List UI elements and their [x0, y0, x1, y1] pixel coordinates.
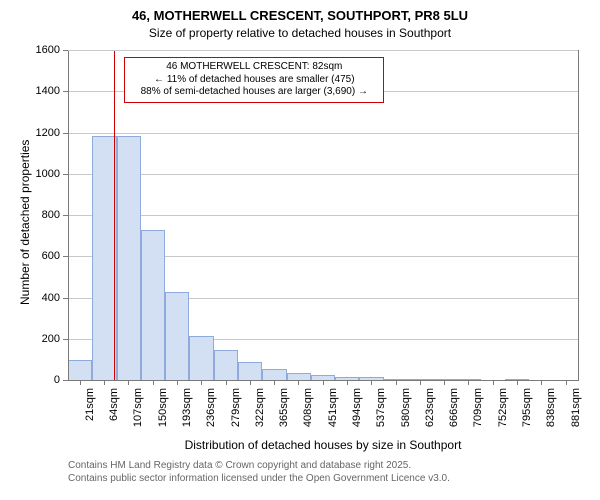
y-tick-mark [63, 256, 68, 257]
x-tick-label: 666sqm [448, 388, 460, 427]
x-tick-mark [128, 380, 129, 385]
x-tick-label: 795sqm [521, 388, 533, 427]
plot-area: 46 MOTHERWELL CRESCENT: 82sqm ← 11% of d… [68, 50, 579, 381]
annotation-box: 46 MOTHERWELL CRESCENT: 82sqm ← 11% of d… [124, 57, 384, 103]
x-tick-mark [177, 380, 178, 385]
y-tick-label: 1200 [36, 127, 60, 139]
y-tick-mark [63, 339, 68, 340]
x-tick-label: 365sqm [278, 388, 290, 427]
y-axis-label: Number of detached properties [18, 140, 32, 305]
x-tick-mark [250, 380, 251, 385]
x-tick-label: 709sqm [472, 388, 484, 427]
x-tick-label: 881sqm [570, 388, 582, 427]
histogram-bar [141, 230, 165, 381]
gridline [68, 174, 578, 175]
histogram-bar [214, 350, 238, 381]
y-tick-label: 400 [42, 292, 60, 304]
chart-subtitle: Size of property relative to detached ho… [0, 26, 600, 40]
x-tick-label: 236sqm [205, 388, 217, 427]
x-tick-label: 279sqm [230, 388, 242, 427]
y-tick-label: 200 [42, 333, 60, 345]
y-tick-label: 0 [54, 374, 60, 386]
x-tick-mark [566, 380, 567, 385]
x-tick-mark [396, 380, 397, 385]
x-tick-mark [541, 380, 542, 385]
footer-line2: Contains public sector information licen… [68, 473, 450, 484]
histogram-bar [238, 362, 262, 381]
x-tick-mark [444, 380, 445, 385]
x-tick-mark [371, 380, 372, 385]
x-tick-mark [153, 380, 154, 385]
x-tick-label: 193sqm [181, 388, 193, 427]
x-tick-label: 494sqm [351, 388, 363, 427]
x-tick-label: 107sqm [132, 388, 144, 427]
gridline [68, 133, 578, 134]
histogram-bar [117, 136, 141, 381]
chart-title: 46, MOTHERWELL CRESCENT, SOUTHPORT, PR8 … [0, 8, 600, 23]
x-tick-label: 150sqm [157, 388, 169, 427]
y-tick-mark [63, 380, 68, 381]
histogram-bar [92, 136, 116, 381]
x-tick-label: 64sqm [108, 388, 120, 421]
x-tick-mark [493, 380, 494, 385]
x-tick-mark [201, 380, 202, 385]
histogram-bar [165, 292, 189, 381]
y-tick-label: 600 [42, 250, 60, 262]
y-tick-label: 1400 [36, 85, 60, 97]
property-marker-line [114, 51, 115, 381]
x-tick-mark [226, 380, 227, 385]
x-tick-label: 752sqm [497, 388, 509, 427]
histogram-bar [68, 360, 92, 381]
x-tick-mark [104, 380, 105, 385]
x-tick-label: 537sqm [375, 388, 387, 427]
chart-container: { "chart": { "type": "histogram", "title… [0, 0, 600, 500]
x-tick-label: 838sqm [545, 388, 557, 427]
x-tick-label: 322sqm [254, 388, 266, 427]
annotation-line2: ← 11% of detached houses are smaller (47… [131, 74, 377, 87]
y-tick-mark [63, 215, 68, 216]
gridline [68, 50, 578, 51]
annotation-line1: 46 MOTHERWELL CRESCENT: 82sqm [131, 61, 377, 74]
x-tick-mark [80, 380, 81, 385]
x-tick-label: 451sqm [327, 388, 339, 427]
x-tick-mark [468, 380, 469, 385]
y-tick-label: 1000 [36, 168, 60, 180]
x-tick-label: 408sqm [302, 388, 314, 427]
x-axis-label: Distribution of detached houses by size … [68, 438, 578, 452]
x-tick-label: 21sqm [84, 388, 96, 421]
y-tick-mark [63, 50, 68, 51]
y-tick-label: 1600 [36, 44, 60, 56]
y-tick-mark [63, 298, 68, 299]
x-tick-label: 623sqm [424, 388, 436, 427]
y-tick-label: 800 [42, 209, 60, 221]
y-tick-mark [63, 133, 68, 134]
x-tick-mark [298, 380, 299, 385]
annotation-line3: 88% of semi-detached houses are larger (… [131, 86, 377, 99]
x-tick-mark [274, 380, 275, 385]
x-tick-mark [347, 380, 348, 385]
x-tick-mark [517, 380, 518, 385]
histogram-bar [189, 336, 213, 381]
footer-line1: Contains HM Land Registry data © Crown c… [68, 460, 411, 471]
y-tick-mark [63, 91, 68, 92]
x-tick-label: 580sqm [400, 388, 412, 427]
x-tick-mark [420, 380, 421, 385]
x-tick-mark [323, 380, 324, 385]
y-tick-mark [63, 174, 68, 175]
y-axis-line [68, 51, 69, 381]
gridline [68, 215, 578, 216]
